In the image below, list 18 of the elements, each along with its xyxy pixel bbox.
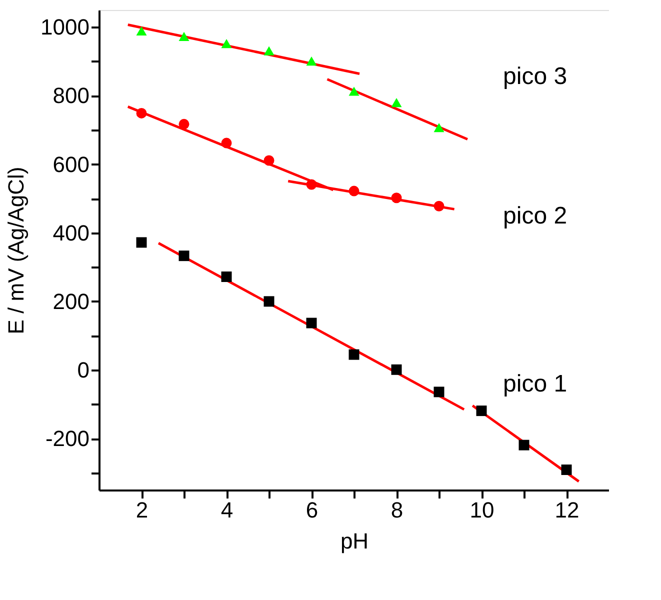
y-tick-label: 0 (77, 358, 90, 382)
annotation: pico 1 (503, 370, 568, 398)
x-axis-title: pH (340, 528, 369, 554)
x-tick-label: 6 (306, 498, 318, 522)
annotation: pico 2 (503, 202, 568, 230)
x-tick-label: 4 (220, 498, 234, 522)
y-tick-label: 800 (52, 83, 90, 108)
y-tick-label: 200 (52, 288, 90, 314)
x-tick-label: 2 (136, 498, 148, 522)
x-tick-label: 10 (470, 498, 494, 522)
x-tick-label: 8 (390, 498, 404, 522)
x-tick-label: 12 (554, 498, 580, 522)
y-tick-label: 400 (52, 220, 90, 246)
y-tick-label: -200 (45, 426, 90, 452)
y-tick-label: 1000 (40, 14, 90, 40)
y-tick-label: 600 (52, 152, 90, 177)
annotation: pico 3 (503, 63, 568, 90)
y-axis-title: E / mV (Ag/AgCl) (4, 166, 29, 334)
